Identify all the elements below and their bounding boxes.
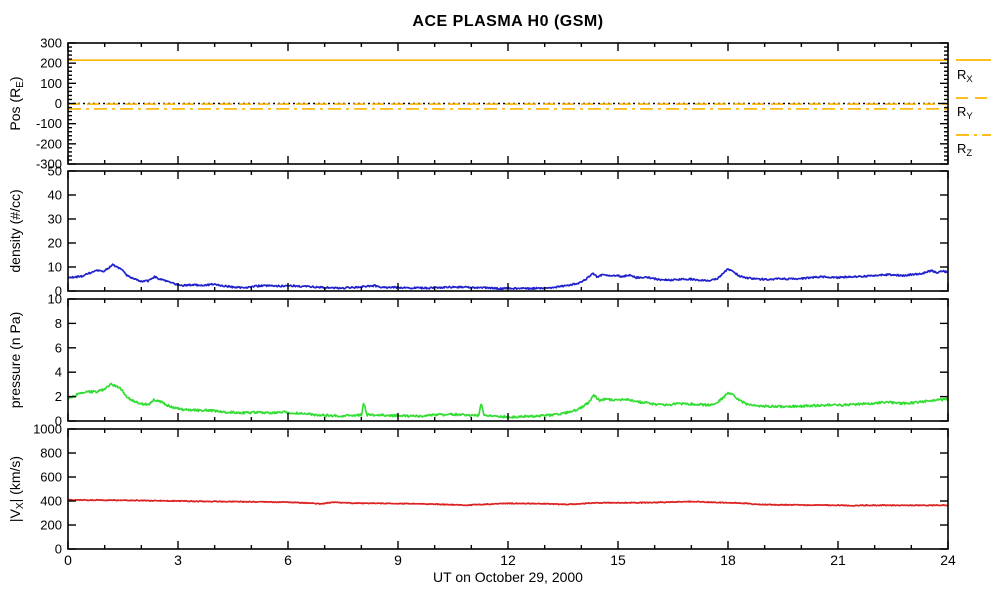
chart-title: ACE PLASMA H0 (GSM) xyxy=(412,13,604,30)
panel-position-series xyxy=(68,59,948,110)
panel-pressure-ticks xyxy=(67,298,949,422)
xtick-label: 15 xyxy=(610,552,626,568)
series-pressure-line xyxy=(68,382,948,419)
panel-position: -300 -200 -100 0 100 200 300 Pos (RE) xyxy=(7,36,949,172)
x-axis-title: UT on October 29, 2000 xyxy=(433,569,583,585)
xtick-label: 9 xyxy=(394,552,402,568)
panel-velocity-series xyxy=(68,498,948,507)
panel-density-ticks xyxy=(67,170,949,292)
panel-pressure-ytick-label: 4 xyxy=(55,365,62,380)
panel-position-ytick-label: 300 xyxy=(40,36,62,51)
legend-label-3: RZ xyxy=(957,141,972,158)
panel-velocity-ytick-label: 400 xyxy=(40,494,62,509)
panel-position-ytick-label: -200 xyxy=(36,136,62,151)
panel-pressure-frame xyxy=(67,298,949,422)
panel-position-ytick-label: 200 xyxy=(40,56,62,71)
panel-velocity-ytick-label: 600 xyxy=(40,470,62,485)
panel-velocity-ytick-label: 1000 xyxy=(33,422,62,437)
legend-label-2: RY xyxy=(957,104,973,121)
panel-density-ytick-label: 50 xyxy=(48,164,62,179)
panel-pressure-ytick-label: 8 xyxy=(55,316,62,331)
panel-position-ticks xyxy=(67,42,949,165)
panel-density-frame xyxy=(67,170,949,292)
panel-pressure-ytick-label: 2 xyxy=(55,389,62,404)
series-vx-magnitude-line xyxy=(68,498,948,507)
panel-density-ytick-label: 10 xyxy=(48,260,62,275)
panel-density-ylabel: density (#/cc) xyxy=(7,189,23,272)
panel-velocity-ytick-label: 0 xyxy=(55,542,62,557)
xtick-label: 12 xyxy=(500,552,516,568)
panel-velocity-ytick-label: 800 xyxy=(40,446,62,461)
panel-density-ytick-label: 0 xyxy=(55,284,62,299)
legend: RX RY RZ xyxy=(956,59,991,158)
panel-pressure-ylabel: pressure (n Pa) xyxy=(7,312,23,408)
panel-density-ytick-label: 20 xyxy=(48,236,62,251)
panel-density: 0 10 20 30 40 50 density (#/cc) xyxy=(7,164,949,299)
panel-pressure-ytick-label: 0 xyxy=(55,414,62,429)
xtick-label: 21 xyxy=(830,552,846,568)
panel-density-ytick-label: 30 xyxy=(48,212,62,227)
xtick-label: 0 xyxy=(64,552,72,568)
panel-density-ytick-label: 40 xyxy=(48,188,62,203)
panel-position-ytick-label: 0 xyxy=(55,96,62,111)
panel-pressure-series xyxy=(68,382,948,419)
panel-velocity-ticks xyxy=(67,428,949,550)
xtick-label: 24 xyxy=(940,552,956,568)
panel-velocity: 0 200 400 600 800 1000 |VX| (km/s) xyxy=(7,422,949,557)
panel-pressure: 0 2 4 6 8 10 pressure (n Pa) xyxy=(7,292,949,429)
panel-position-ytick-label: -300 xyxy=(36,157,62,172)
panel-velocity-frame xyxy=(67,428,949,550)
panel-pressure-ytick-label: 10 xyxy=(48,292,62,307)
xtick-label: 18 xyxy=(720,552,736,568)
panel-position-ylabel: Pos (RE) xyxy=(7,76,26,130)
panel-position-ytick-label: -100 xyxy=(36,116,62,131)
legend-label-1: RX xyxy=(957,67,973,84)
panel-velocity-ylabel: |VX| (km/s) xyxy=(7,456,26,522)
xtick-label: 6 xyxy=(284,552,292,568)
xtick-label: 3 xyxy=(174,552,182,568)
panel-velocity-ytick-label: 200 xyxy=(40,518,62,533)
panel-position-ytick-label: 100 xyxy=(40,76,62,91)
panel-pressure-ytick-label: 6 xyxy=(55,340,62,355)
